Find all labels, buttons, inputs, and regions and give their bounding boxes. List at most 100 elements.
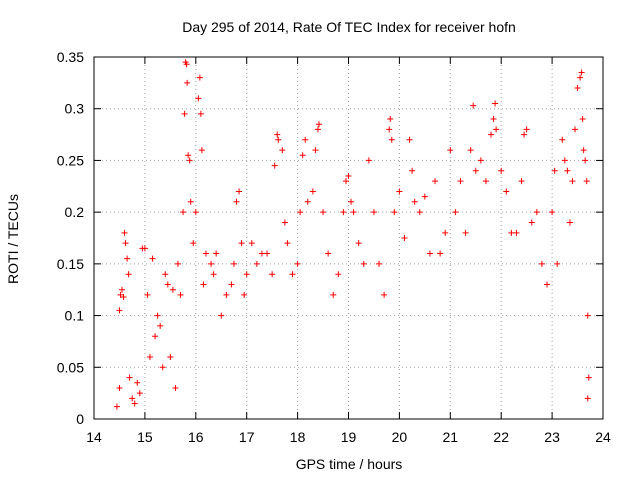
data-point: [223, 291, 230, 298]
data-point: [269, 271, 276, 278]
data-point: [174, 260, 181, 267]
data-point: [580, 147, 587, 154]
data-point: [416, 209, 423, 216]
data-point: [190, 240, 197, 247]
data-point: [243, 271, 250, 278]
x-tick-label: 15: [137, 429, 153, 445]
data-point: [152, 333, 159, 340]
data-point: [396, 188, 403, 195]
data-point: [241, 291, 248, 298]
data-point: [342, 178, 349, 185]
data-point: [325, 250, 332, 257]
data-point: [549, 209, 556, 216]
x-tick-label: 24: [595, 429, 611, 445]
data-point: [521, 131, 528, 138]
x-axis-label: GPS time / hours: [296, 456, 403, 472]
data-point: [177, 291, 184, 298]
x-tick-label: 23: [544, 429, 560, 445]
data-point: [154, 312, 161, 319]
data-point: [360, 260, 367, 267]
data-point: [376, 260, 383, 267]
data-point: [437, 250, 444, 257]
chart-title: Day 295 of 2014, Rate Of TEC Index for r…: [182, 19, 516, 35]
data-point: [164, 281, 171, 288]
data-point: [470, 102, 477, 109]
data-point: [136, 390, 143, 397]
data-point: [197, 110, 204, 117]
data-point: [248, 240, 255, 247]
data-point: [528, 219, 535, 226]
data-point: [551, 167, 558, 174]
data-point: [472, 167, 479, 174]
data-point: [116, 384, 123, 391]
plot-frame: [93, 56, 604, 420]
data-point: [144, 291, 151, 298]
data-point: [579, 116, 586, 123]
data-point: [230, 260, 237, 267]
data-point: [452, 209, 459, 216]
x-tick-label: 16: [188, 429, 204, 445]
data-point: [387, 116, 394, 123]
tick-layer: 14 15 16 17 18 19 20 21 22 23 24 0 0.05 0.1 0.15 0.2 0.2…: [57, 49, 611, 445]
data-point: [202, 250, 209, 257]
data-point: [518, 178, 525, 185]
data-point: [184, 79, 191, 86]
data-point: [113, 403, 120, 410]
data-point: [477, 157, 484, 164]
data-point: [181, 110, 188, 117]
data-point: [406, 136, 413, 143]
data-point: [172, 384, 179, 391]
data-point: [124, 255, 131, 262]
data-point: [312, 147, 319, 154]
data-point: [457, 178, 464, 185]
data-point: [482, 178, 489, 185]
data-point: [309, 188, 316, 195]
data-point: [561, 157, 568, 164]
data-point: [348, 198, 355, 205]
data-point: [559, 136, 566, 143]
data-point: [213, 250, 220, 257]
data-point: [275, 136, 282, 143]
y-tick-label: 0: [76, 411, 84, 427]
data-point: [183, 61, 190, 68]
data-point: [498, 167, 505, 174]
data-point: [195, 95, 202, 102]
y-axis-label: ROTI / TECUs: [5, 194, 21, 284]
x-tick-label: 22: [493, 429, 509, 445]
data-point: [314, 126, 321, 133]
data-point: [302, 136, 309, 143]
data-point: [208, 260, 215, 267]
data-point: [564, 167, 571, 174]
data-point: [401, 235, 408, 241]
data-point: [411, 198, 418, 205]
data-point: [462, 229, 469, 236]
data-point: [258, 250, 265, 257]
data-point: [533, 209, 540, 216]
data-point: [523, 126, 530, 133]
x-tick-label: 14: [86, 429, 102, 445]
data-point: [131, 400, 138, 407]
data-point: [330, 291, 337, 298]
data-point: [186, 157, 193, 164]
data-point: [335, 271, 342, 278]
data-point: [467, 147, 474, 154]
data-point: [236, 188, 243, 195]
data-point: [409, 167, 416, 174]
data-point: [274, 131, 281, 138]
y-tick-label: 0.1: [65, 308, 85, 324]
data-point: [253, 260, 260, 267]
data-point: [167, 353, 174, 360]
data-point: [125, 271, 132, 278]
data-point: [584, 312, 591, 319]
grid-layer: [94, 57, 603, 419]
data-point: [304, 198, 311, 205]
data-point: [116, 307, 123, 314]
data-point: [503, 188, 510, 195]
data-point: [289, 271, 296, 278]
data-point: [159, 364, 166, 371]
data-point: [271, 162, 278, 169]
x-tick-label: 20: [392, 429, 408, 445]
data-point: [233, 198, 240, 205]
data-point: [340, 209, 347, 216]
